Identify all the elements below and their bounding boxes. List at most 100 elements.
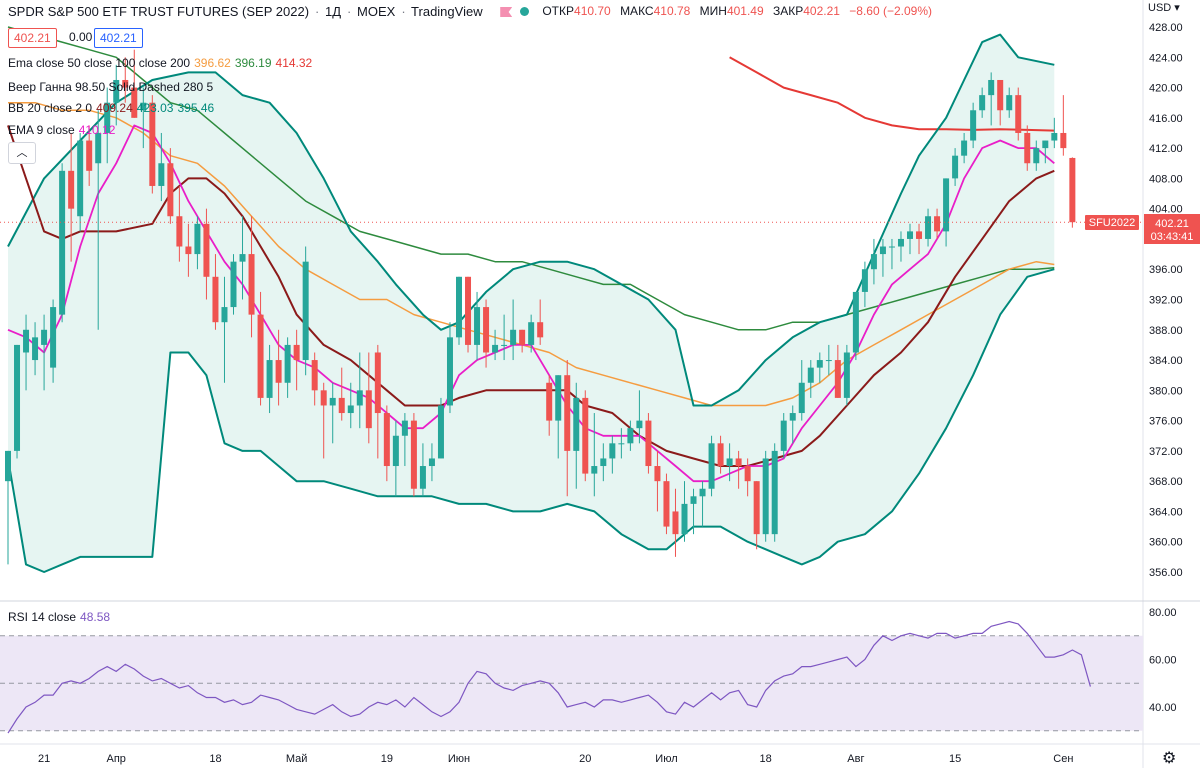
candle-body — [717, 443, 724, 467]
candle-body — [997, 79, 1004, 111]
candle-body — [131, 87, 138, 118]
candle-body — [230, 261, 237, 308]
price-tick-label: 396.00 — [1149, 264, 1183, 276]
candle-body — [582, 397, 589, 474]
candle-body — [555, 375, 562, 421]
legend-gann-fan[interactable]: Веер Ганна 98.50 Solid Dashed 280 5 — [8, 80, 214, 94]
candle-body — [618, 443, 625, 445]
change-value: −8.60 (−2.09%) — [849, 4, 933, 18]
time-tick-label: Июл — [655, 753, 677, 765]
rsi-tick-label: 60.00 — [1149, 655, 1177, 667]
ohlc-readout: ОТКР410.70 МАКС410.78 МИН401.49 ЗАКР402.… — [520, 4, 938, 18]
gear-icon[interactable]: ⚙ — [1162, 750, 1177, 767]
candle-body — [14, 344, 21, 451]
candle-body — [897, 238, 904, 247]
candle-body — [77, 140, 84, 217]
candle-body — [410, 420, 417, 489]
spread-value: 0.00 — [69, 30, 93, 44]
candle-body — [988, 79, 995, 96]
candle-body — [888, 246, 895, 248]
sell-price-box[interactable]: 402.21 — [8, 28, 57, 48]
price-tick-label: 408.00 — [1149, 173, 1183, 185]
time-tick-label: 15 — [949, 753, 961, 765]
symbol-title: SPDR S&P 500 ETF TRUST FUTURES (SEP 2022… — [8, 4, 310, 19]
candle-body — [1060, 132, 1067, 149]
chevron-up-icon: ︿ — [16, 147, 28, 159]
price-tick-label: 416.00 — [1149, 113, 1183, 125]
candle-body — [762, 458, 769, 535]
candle-body — [753, 481, 760, 535]
price-tick-label: 388.00 — [1149, 325, 1183, 337]
legend-bollinger[interactable]: BB 20 close 2 0 409.24 423.03 395.46 — [8, 101, 215, 115]
candle-body — [519, 329, 526, 345]
time-tick-label: Авг — [847, 753, 864, 765]
ema100-line — [7, 26, 1055, 331]
candle-body — [564, 375, 571, 451]
market-status-icon[interactable] — [520, 7, 529, 16]
candle-body — [970, 110, 977, 141]
candle-body — [266, 360, 273, 398]
candle-body — [627, 428, 634, 444]
candle-body — [401, 420, 408, 436]
candle-body — [59, 170, 66, 315]
chart-title[interactable]: SPDR S&P 500 ETF TRUST FUTURES (SEP 2022… — [8, 4, 516, 19]
candle-body — [1024, 132, 1031, 164]
candle-body — [23, 329, 30, 353]
candle-body — [1006, 95, 1013, 111]
candle-body — [870, 254, 877, 270]
candle-body — [158, 163, 165, 186]
time-tick-label: 19 — [381, 753, 393, 765]
price-tick-label: 356.00 — [1149, 567, 1183, 579]
candle-body — [789, 413, 796, 421]
candle-body — [834, 360, 841, 398]
time-axis[interactable]: 21 Апр 18 Май 19 Июн 20 Июл 18 Авг 15 Сен — [38, 753, 1073, 765]
candle-body — [735, 458, 742, 467]
currency-label[interactable]: USD ▾ — [1148, 2, 1180, 14]
candle-body — [934, 216, 941, 232]
price-tick-label: 384.00 — [1149, 355, 1183, 367]
rsi-line — [7, 620, 1091, 734]
bb-basis-line — [7, 125, 1055, 467]
candle-body — [86, 140, 93, 171]
collapse-legend-button[interactable]: ︿ — [8, 142, 36, 164]
low-value: 401.49 — [726, 4, 764, 18]
price-tick-label: 368.00 — [1149, 476, 1183, 488]
legend-ema9[interactable]: EMA 9 close 410.12 — [8, 123, 116, 137]
candle-body — [483, 307, 490, 353]
candle-body — [284, 344, 291, 383]
candle-body — [383, 413, 390, 467]
price-tick-label: 364.00 — [1149, 506, 1183, 518]
candle-body — [203, 223, 210, 277]
price-tick-label: 360.00 — [1149, 537, 1183, 549]
price-tick-label: 392.00 — [1149, 295, 1183, 307]
candle-body — [528, 322, 535, 345]
legend-rsi[interactable]: RSI 14 close 48.58 — [8, 610, 111, 624]
candle-body — [861, 269, 868, 292]
buy-price-box[interactable]: 402.21 — [94, 28, 143, 48]
candle-body — [221, 307, 228, 323]
candle-body — [320, 390, 327, 406]
candle-body — [365, 390, 372, 429]
candle-body — [690, 496, 697, 504]
open-value: 410.70 — [574, 4, 611, 18]
candle-body — [744, 466, 751, 482]
candle-body — [212, 276, 219, 323]
rsi-tick-label: 80.00 — [1149, 607, 1177, 619]
interval-label[interactable]: 1Д — [325, 4, 342, 19]
flag-icon[interactable] — [500, 7, 513, 17]
candle-body — [347, 405, 354, 414]
time-tick-label: Июн — [448, 753, 470, 765]
candle-body — [645, 420, 652, 467]
candle-body — [32, 337, 39, 361]
candle-body — [925, 216, 932, 239]
time-tick-label: 18 — [760, 753, 772, 765]
price-tick-label: 412.00 — [1149, 143, 1183, 155]
candle-body — [663, 481, 670, 527]
source-label: TradingView — [411, 4, 483, 19]
candle-body — [807, 367, 814, 383]
legend-ema[interactable]: Ema close 50 close 100 close 200 396.62 39… — [8, 56, 313, 70]
candle-body — [1069, 157, 1076, 223]
candle-body — [546, 382, 553, 421]
candle-body — [122, 79, 129, 88]
